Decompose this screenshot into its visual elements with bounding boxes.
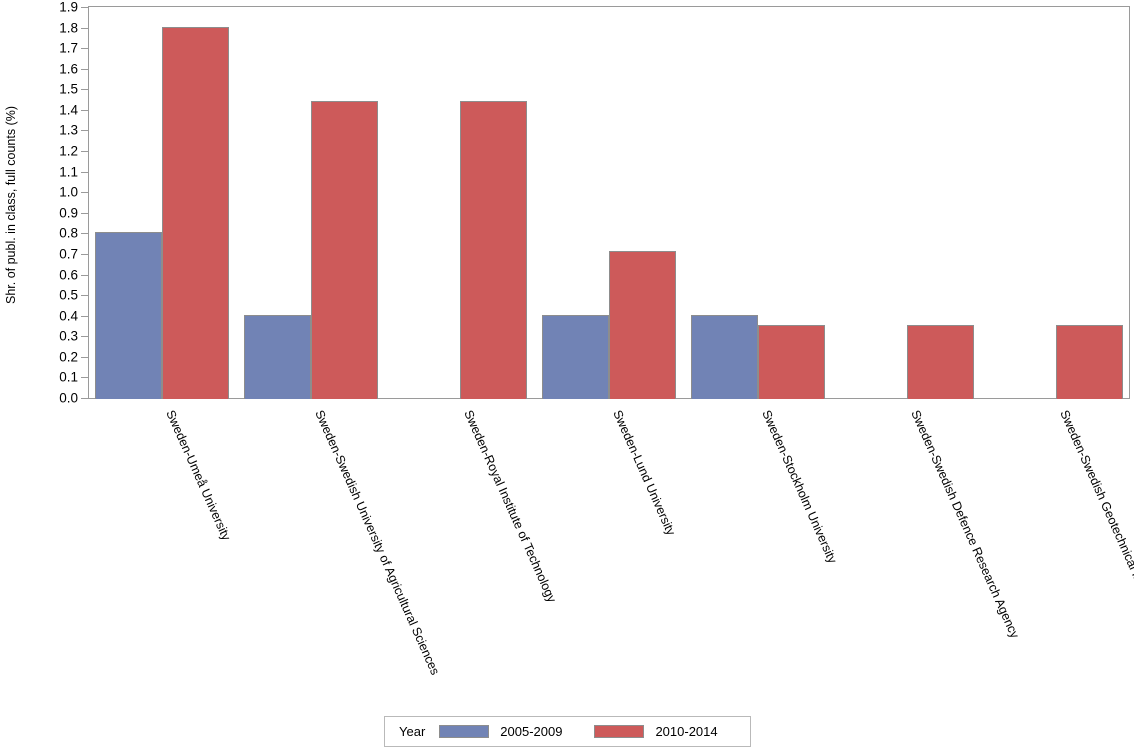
bar[interactable] [244, 314, 312, 399]
y-tick-mark [81, 192, 88, 194]
legend-label-1: 2010-2014 [655, 724, 718, 739]
bar[interactable] [609, 250, 676, 399]
y-tick-label: 1.4 [59, 102, 78, 118]
y-tick-mark [81, 233, 88, 235]
y-axis-title: Shr. of publ. in class, full counts (%) [4, 106, 18, 305]
legend-swatch-2005-2009 [439, 725, 490, 738]
y-tick-label: 1.0 [59, 184, 78, 200]
y-tick-label: 1.7 [59, 40, 78, 56]
y-tick-mark [81, 336, 88, 338]
y-tick-mark [81, 315, 88, 317]
y-tick-mark [81, 212, 88, 214]
y-tick-label: 1.6 [59, 60, 78, 76]
bar[interactable] [690, 314, 758, 399]
y-tick-label: 1.1 [59, 163, 78, 179]
y-tick-label: 0.3 [59, 328, 78, 344]
y-tick-mark [81, 171, 88, 173]
y-tick-label: 0.9 [59, 205, 78, 221]
legend-item-0[interactable]: 2005-2009 [439, 717, 594, 746]
y-tick-label: 0.7 [59, 246, 78, 262]
bar[interactable] [460, 100, 528, 399]
y-tick-label: 0.4 [59, 307, 78, 323]
y-tick-label: 0.6 [59, 266, 78, 282]
y-tick-label: 0.8 [59, 225, 78, 241]
legend-item-1[interactable]: 2010-2014 [594, 717, 749, 746]
bar[interactable] [1055, 324, 1123, 399]
y-tick-mark [81, 295, 88, 297]
legend: Year 2005-2009 2010-2014 [384, 716, 751, 747]
x-axis-label: Sweden-Lund University [610, 408, 679, 538]
y-tick-label: 1.9 [59, 0, 78, 15]
y-tick-mark [81, 27, 88, 29]
legend-swatch-2010-2014 [594, 725, 645, 738]
bar[interactable] [542, 314, 609, 399]
x-axis-label: Sweden-Swedish Geotechnical Institute [1056, 408, 1134, 615]
x-axis-labels: Sweden-Umeå University Sweden-Swedish Uni… [0, 399, 1134, 699]
y-tick-mark [81, 253, 88, 255]
x-axis-label: Sweden-Stockholm University [759, 408, 840, 566]
y-tick-label: 0.5 [59, 287, 78, 303]
y-tick-mark [81, 377, 88, 379]
y-tick-mark [81, 151, 88, 153]
y-tick-mark [81, 68, 88, 70]
y-tick-mark [81, 109, 88, 111]
y-tick-mark [81, 356, 88, 358]
bar[interactable] [311, 100, 379, 399]
x-axis-label: Sweden-Royal Institute of Technology [461, 408, 560, 605]
legend-title: Year [399, 724, 426, 739]
y-tick-label: 1.8 [59, 19, 78, 35]
y-tick-label: 1.2 [59, 143, 78, 159]
bar[interactable] [757, 324, 825, 399]
x-axis-label: Sweden-Swedish University of Agricultura… [312, 408, 443, 678]
y-tick-label: 0.1 [59, 369, 78, 385]
y-tick-mark [81, 89, 88, 91]
x-axis-label: Sweden-Swedish Defence Research Agency [907, 408, 1022, 641]
y-tick-label: 0.2 [59, 349, 78, 365]
bars-layer [88, 6, 1130, 399]
y-tick-mark [81, 274, 88, 276]
bar[interactable] [906, 324, 974, 399]
y-tick-label: 1.5 [59, 81, 78, 97]
y-tick-mark [81, 7, 88, 8]
y-tick-label: 1.3 [59, 122, 78, 138]
legend-label-0: 2005-2009 [500, 724, 563, 739]
x-axis-label: Sweden-Umeå University [163, 408, 234, 543]
bar[interactable] [95, 232, 163, 399]
bar[interactable] [162, 26, 230, 399]
y-tick-mark [81, 130, 88, 132]
y-tick-mark [81, 48, 88, 50]
